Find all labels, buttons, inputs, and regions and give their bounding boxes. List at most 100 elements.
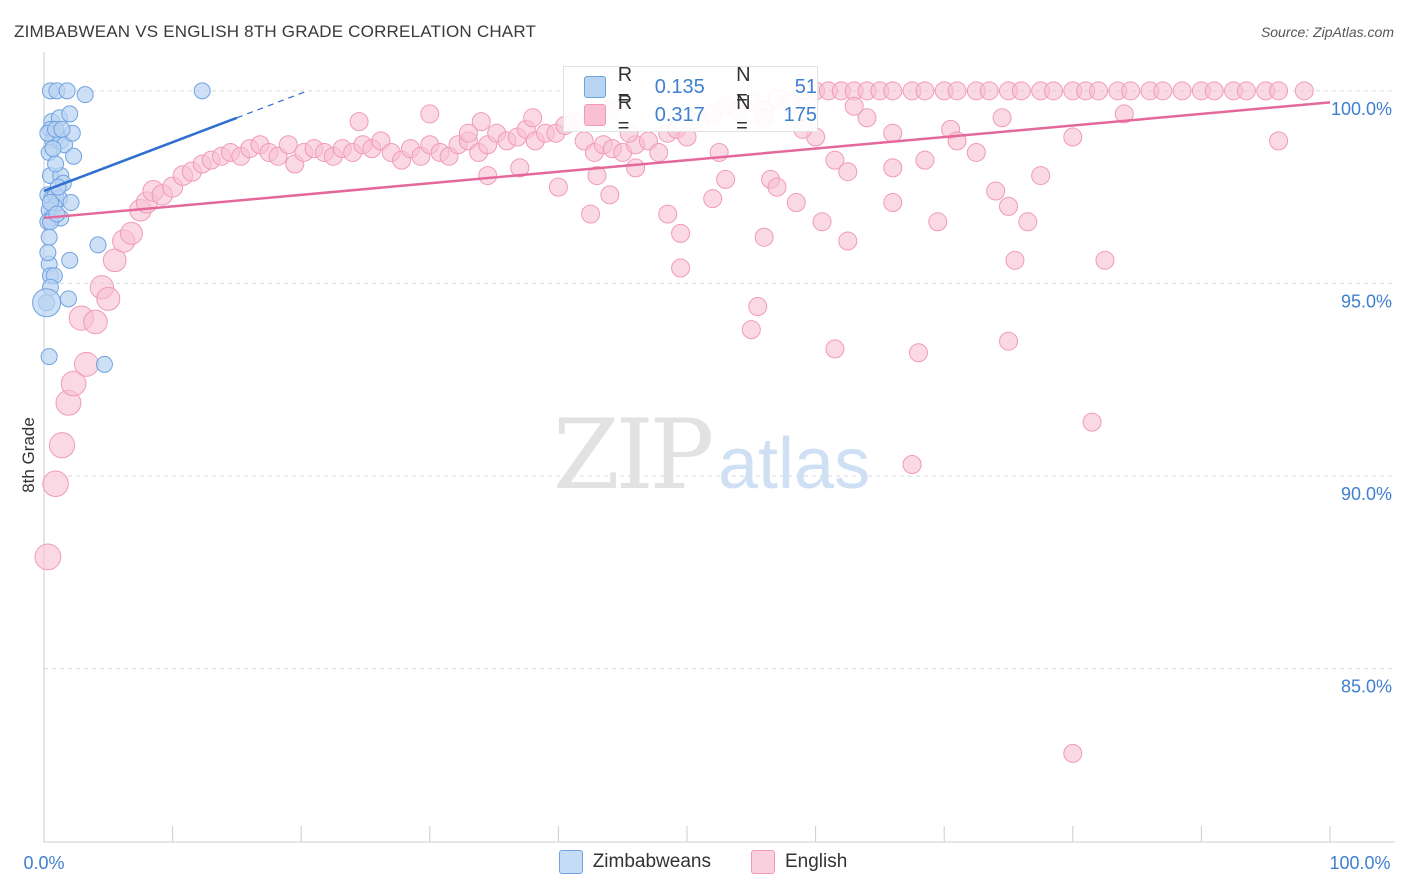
n-value: 51: [794, 75, 817, 98]
english-point: [587, 166, 607, 186]
english-point: [1089, 81, 1109, 101]
zimbabweans-point: [32, 288, 62, 318]
english-point: [883, 123, 903, 143]
english-point: [96, 286, 121, 311]
english-point: [600, 185, 620, 205]
zimbabweans-point: [39, 244, 57, 262]
english-point: [915, 81, 935, 101]
english-point: [1005, 250, 1025, 270]
legend-item-english[interactable]: English: [750, 850, 848, 874]
watermark-atlas: atlas: [718, 424, 870, 504]
english-point: [883, 193, 903, 213]
legend-item-zimbabweans[interactable]: Zimbabweans: [558, 850, 711, 874]
zimbabweans-point: [89, 236, 107, 254]
english-point: [999, 331, 1018, 351]
english-point: [1018, 212, 1038, 232]
english-point: [1153, 81, 1173, 101]
n-label: N =: [736, 92, 751, 137]
english-point: [999, 196, 1018, 216]
english-point: [48, 432, 76, 459]
zimbabweans-point: [62, 194, 80, 212]
english-point: [928, 212, 948, 232]
english-point: [671, 223, 691, 243]
axes: [43, 52, 1395, 843]
y-tick-label: 100.0%: [1331, 99, 1392, 119]
english-point: [458, 123, 478, 143]
zimbabweans-point: [40, 348, 58, 366]
english-point: [838, 162, 858, 182]
y-axis-label: 8th Grade: [19, 417, 38, 493]
stats-row-english: R = 0.317 N = 175: [584, 92, 817, 137]
n-value: 175: [783, 103, 817, 126]
english-point: [510, 158, 530, 178]
zimbabweans-point: [61, 105, 79, 123]
english-point: [908, 343, 928, 363]
r-label: R =: [617, 64, 633, 109]
english-point: [471, 112, 491, 132]
y-tick-label: 85.0%: [1341, 677, 1392, 697]
zimbabweans-point: [53, 120, 71, 138]
source-label: Source: ZipAtlas.com: [1260, 24, 1394, 40]
zimbabweans-point: [193, 82, 211, 100]
watermark-zip: ZIP: [553, 399, 712, 511]
english-point: [825, 339, 845, 359]
stats-swatch-zimbabweans: [584, 76, 606, 98]
english-point: [523, 108, 543, 128]
zimbabweans-point: [76, 86, 94, 104]
n-label: N =: [736, 64, 751, 109]
english-point: [947, 81, 967, 101]
english-point: [767, 177, 787, 197]
r-value: 0.135: [654, 75, 705, 98]
english-point: [626, 158, 646, 178]
zimbabweans-point: [44, 140, 62, 158]
zimbabweans-point: [47, 155, 65, 173]
legend-swatch-english: [750, 850, 775, 874]
x-tick-label: 100.0%: [1329, 853, 1390, 873]
chart-title: ZIMBABWEAN VS ENGLISH 8TH GRADE CORRELAT…: [14, 22, 537, 41]
english-point: [1114, 104, 1134, 124]
stats-swatch-english: [584, 104, 606, 126]
english-point: [754, 227, 774, 247]
english-point: [349, 112, 369, 132]
english-point: [986, 181, 1006, 201]
zimbabweans-point: [48, 205, 66, 223]
english-point: [1063, 127, 1083, 147]
axis-labels: 100.0% 95.0% 90.0% 85.0% 0.0% 100.0% 8th Grade: [19, 99, 1392, 873]
english-point: [548, 177, 568, 197]
zimbabweans-trend-line: [43, 116, 238, 193]
legend-label: Zimbabweans: [592, 851, 711, 872]
english-trend-line: [43, 101, 1331, 220]
english-point: [34, 543, 62, 571]
english-point: [716, 169, 736, 189]
zimbabweans-trend-extension: [236, 90, 308, 119]
r-value: 0.317: [654, 103, 705, 126]
english-point: [915, 150, 935, 170]
zimbabweans-point: [95, 355, 113, 373]
stats-row-zimbabweans: R = 0.135 N = 51: [584, 64, 817, 109]
trend-lines: [43, 90, 1331, 220]
zimbabweans-point: [58, 82, 76, 100]
watermark: ZIP atlas: [553, 399, 870, 511]
english-point: [581, 204, 601, 224]
english-point: [1044, 81, 1064, 101]
english-point: [883, 81, 903, 101]
english-point: [73, 351, 99, 377]
x-tick-label: 0.0%: [23, 853, 64, 873]
zimbabweans-point: [61, 251, 79, 269]
y-tick-label: 95.0%: [1341, 291, 1392, 311]
legend-label: English: [784, 851, 848, 872]
english-point: [902, 454, 922, 474]
english-point: [658, 204, 678, 224]
english-point: [1031, 166, 1051, 186]
zimbabweans-point: [59, 290, 77, 308]
english-point: [649, 142, 669, 162]
english-point: [741, 320, 761, 340]
stats-box: R = 0.135 N = 51 R = 0.317 N = 175: [563, 64, 818, 137]
zimbabweans-points: [32, 82, 211, 373]
y-tick-label: 90.0%: [1341, 484, 1392, 504]
english-point: [119, 221, 143, 245]
r-label: R =: [617, 92, 633, 137]
english-point: [1011, 81, 1031, 101]
english-point: [1172, 81, 1192, 101]
